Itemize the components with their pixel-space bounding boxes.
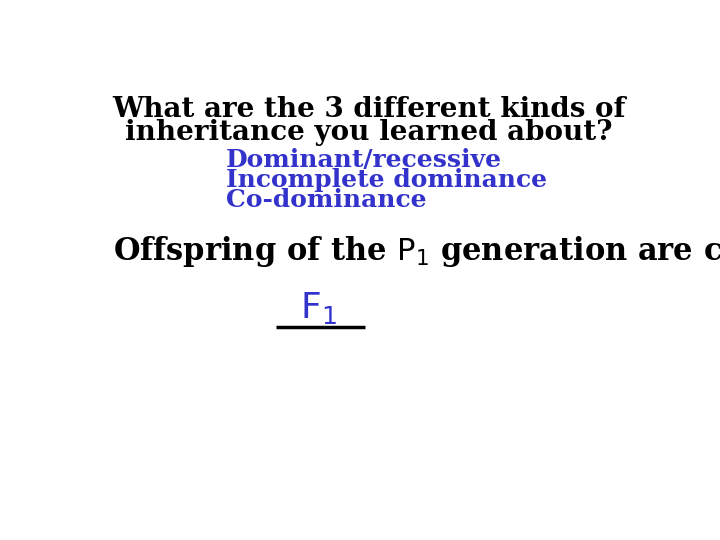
Text: Dominant/recessive: Dominant/recessive bbox=[225, 148, 502, 172]
Text: Offspring of the $\mathrm{P}_1$ generation are called: Offspring of the $\mathrm{P}_1$ generati… bbox=[113, 234, 720, 269]
Text: Incomplete dominance: Incomplete dominance bbox=[225, 168, 546, 192]
Text: inheritance you learned about?: inheritance you learned about? bbox=[125, 119, 613, 146]
Text: Co-dominance: Co-dominance bbox=[225, 188, 426, 212]
Text: $\mathrm{F}_1$: $\mathrm{F}_1$ bbox=[300, 289, 337, 326]
Text: What are the 3 different kinds of: What are the 3 different kinds of bbox=[112, 96, 626, 123]
